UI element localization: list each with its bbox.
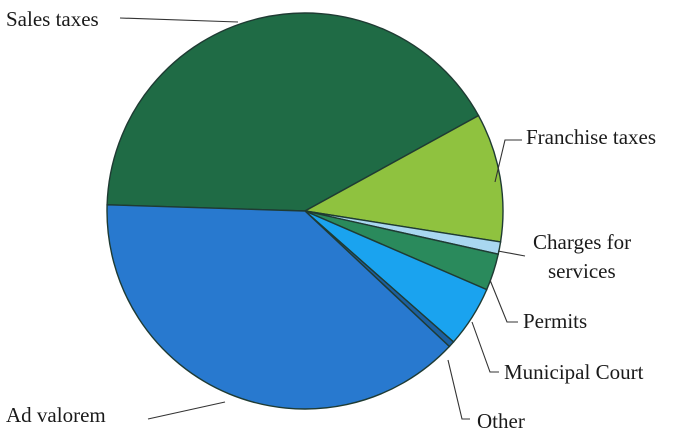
pie-slices — [106, 12, 504, 410]
leader-ad-valorem — [147, 401, 226, 420]
leader-charges-for-services — [497, 250, 526, 257]
leader-franchise-taxes — [494, 139, 522, 183]
label-ad-valorem: Ad valorem — [6, 403, 106, 427]
label-municipal-court: Municipal Court — [504, 360, 644, 384]
label-franchise-taxes: Franchise taxes — [526, 125, 656, 149]
label-sales-taxes: Sales taxes — [6, 7, 99, 31]
leader-lines — [119, 17, 526, 420]
pie-slice-ad-valorem — [106, 204, 451, 410]
leader-municipal-court — [471, 321, 499, 373]
label-permits: Permits — [523, 309, 587, 333]
leader-sales-taxes — [119, 17, 239, 23]
leader-other — [447, 359, 470, 420]
leader-permits — [489, 279, 518, 323]
slice-labels: Sales taxes Franchise taxes Charges for … — [6, 7, 656, 433]
pie-slice-sales-taxes — [106, 12, 480, 212]
pie-slice-franchise-taxes — [302, 114, 504, 243]
label-charges-for-services-line2: services — [548, 259, 616, 283]
label-charges-for-services-line1: Charges for — [533, 230, 631, 254]
label-other: Other — [477, 409, 525, 433]
